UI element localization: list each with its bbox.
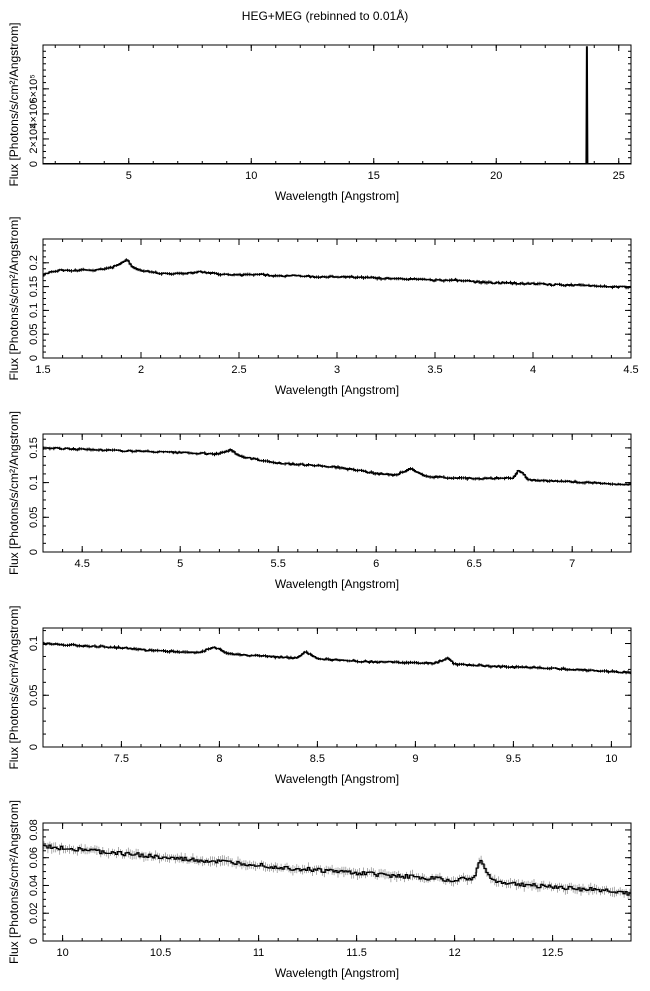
chart-panel-3: 4.5 5 5.5 6 6.5 7 0 0.05 0.1 0.15 Wavelength [Angs… [7, 411, 632, 591]
x-tick-label: 8 [216, 753, 222, 765]
y-axis-label: Flux [Photons/s/cm²/Angstrom] [7, 22, 21, 186]
y-tick-label: 0 [28, 744, 40, 750]
y-tick-label: 0 [28, 938, 40, 944]
x-tick-label: 6 [373, 558, 379, 570]
spectrum-series [43, 641, 631, 675]
x-tick-label: 2.5 [231, 364, 246, 376]
x-tick-label: 1.5 [35, 364, 50, 376]
plot-frame [42, 238, 632, 359]
x-axis-label: Wavelength [Angstrom] [275, 772, 399, 786]
x-tick-label: 10 [245, 170, 257, 182]
chart-panel-2: 1.5 2 2.5 3 3.5 4 4.5 0 0.05 0.1 0.15 0.2 Wavelength… [7, 216, 639, 397]
x-tick-label: 10.5 [150, 947, 171, 959]
x-tick-label: 4 [530, 364, 536, 376]
chart-panel-4: 7.5 8 8.5 9 9.5 10 0 0.05 0.1 Wavelength [Angstro… [7, 605, 632, 786]
figure-title: HEG+MEG (rebinned to 0.01Å) [241, 9, 409, 23]
y-axis-label: Flux [Photons/s/cm²/Angstrom] [7, 605, 21, 769]
x-tick-label: 8.5 [310, 753, 325, 765]
y-tick-label: 0.06 [28, 847, 40, 868]
x-tick-label: 3 [334, 364, 340, 376]
y-axis-label: Flux [Photons/s/cm²/Angstrom] [7, 411, 21, 575]
x-tick-label: 12 [448, 947, 460, 959]
y-tick-label: 0.2 [28, 255, 40, 270]
y-axis-label: Flux [Photons/s/cm²/Angstrom] [7, 800, 21, 964]
y-tick-label: 0.08 [28, 819, 40, 840]
x-tick-label: 5.5 [271, 558, 286, 570]
x-axis-label: Wavelength [Angstrom] [275, 577, 399, 591]
spectrum-line [43, 46, 631, 164]
x-axis-label: Wavelength [Angstrom] [275, 966, 399, 980]
y-tick-label: 2×10⁵ [28, 124, 40, 153]
y-tick-label: 0.15 [28, 437, 40, 458]
y-tick-label: 0 [28, 355, 40, 361]
x-axis-label: Wavelength [Angstrom] [275, 189, 399, 203]
x-tick-label: 2 [138, 364, 144, 376]
x-axis-label: Wavelength [Angstrom] [275, 383, 399, 397]
x-tick-label: 15 [368, 170, 380, 182]
x-tick-label: 4.5 [75, 558, 90, 570]
x-tick-label: 11 [253, 947, 264, 959]
chart-panel-5: 10 10.5 11 11.5 12 12.5 0 0.02 0.04 0.06 0.08 Wavel… [7, 800, 632, 980]
spectrum-series [43, 446, 631, 486]
y-tick-label: 6×10⁵ [28, 74, 40, 103]
spectrum-line [43, 259, 631, 289]
y-tick-label: 0.1 [28, 636, 40, 651]
spectrum-line [43, 642, 631, 674]
plot-frame [42, 44, 632, 165]
y-tick-label: 0.1 [28, 303, 40, 318]
spectrum-series [43, 258, 631, 290]
error-bars [43, 641, 631, 675]
x-tick-label: 5 [177, 558, 183, 570]
x-tick-label: 12.5 [542, 947, 563, 959]
plot-frame [42, 627, 632, 748]
x-tick-label: 5 [126, 170, 132, 182]
y-tick-label: 0.15 [28, 276, 40, 297]
x-tick-label: 7.5 [114, 753, 129, 765]
y-tick-label: 0.05 [28, 507, 40, 528]
y-tick-label: 0.1 [28, 475, 40, 490]
x-tick-label: 25 [613, 170, 625, 182]
x-tick-label: 7 [569, 558, 575, 570]
plot-frame [42, 822, 632, 942]
x-tick-label: 4.5 [623, 364, 638, 376]
spectrum-line [43, 447, 631, 486]
x-tick-label: 10 [56, 947, 68, 959]
spectrum-series [43, 841, 631, 899]
y-tick-label: 0 [28, 161, 40, 167]
x-tick-label: 11.5 [346, 947, 367, 959]
y-tick-label: 4×10⁵ [28, 99, 40, 128]
error-bars [43, 841, 631, 899]
y-tick-label: 0 [28, 549, 40, 555]
y-tick-label: 0.02 [28, 903, 40, 924]
y-tick-label: 0.05 [28, 685, 40, 706]
x-tick-label: 9 [412, 753, 418, 765]
y-tick-label: 0.05 [28, 323, 40, 344]
error-bars [43, 258, 631, 290]
y-axis-label: Flux [Photons/s/cm²/Angstrom] [7, 216, 21, 380]
y-tick-label: 0.04 [28, 875, 40, 896]
x-tick-label: 20 [490, 170, 502, 182]
x-tick-label: 10 [605, 753, 617, 765]
spectrum-line [43, 844, 631, 896]
spectrum-series [43, 46, 631, 164]
x-tick-label: 3.5 [427, 364, 442, 376]
x-tick-label: 9.5 [506, 753, 521, 765]
x-tick-label: 6.5 [467, 558, 482, 570]
